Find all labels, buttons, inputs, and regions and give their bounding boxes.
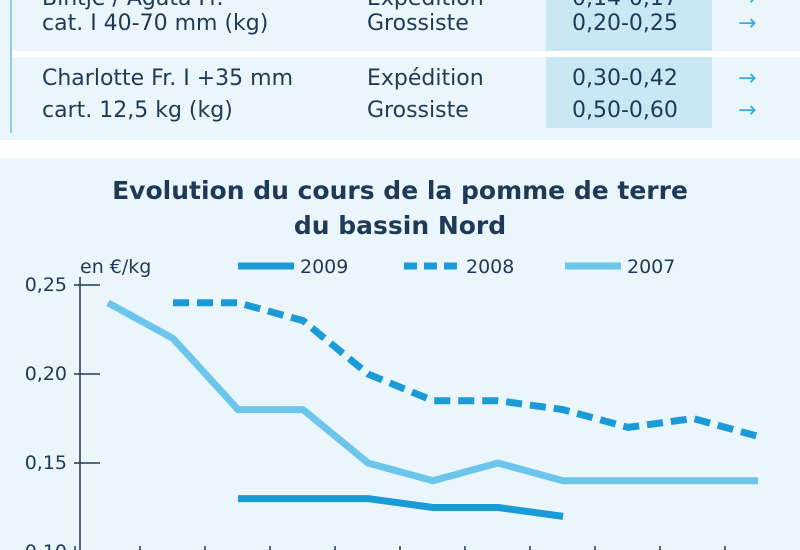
legend-label-2009: 2009 — [300, 256, 348, 278]
legend-label-2008: 2008 — [466, 256, 514, 278]
price-value: 0,20-0,25 — [572, 11, 678, 36]
price-value: 0,30-0,42 — [572, 66, 678, 91]
price-value: 0,50-0,60 — [572, 98, 678, 123]
chart-title-line-1: Evolution du cours de la pomme de terre — [112, 176, 688, 205]
stage-label: Expédition — [367, 66, 484, 91]
series-line-2008 — [173, 299, 759, 440]
row-separator — [12, 51, 800, 57]
stage-label: Grossiste — [367, 11, 469, 36]
series-line-2009 — [238, 495, 564, 520]
price-value: 0,14-0,17 — [572, 0, 678, 10]
trend-arrow-icon: → — [738, 0, 756, 10]
y-tick-label: 0,10 — [25, 541, 67, 550]
product-spec: cat. I 40-70 mm (kg) — [42, 11, 269, 36]
stage-label: Expédition — [367, 0, 484, 10]
price-column-background — [546, 0, 712, 128]
chart-title-line-2: du bassin Nord — [293, 211, 507, 240]
product-spec: cart. 12,5 kg (kg) — [42, 98, 233, 123]
series-line-2007 — [106, 299, 758, 485]
y-tick-label: 0,15 — [25, 452, 67, 474]
y-axis-label: en €/kg — [80, 256, 151, 278]
y-tick-label: 0,25 — [25, 274, 67, 296]
panel-border — [10, 0, 12, 133]
stage-label: Grossiste — [367, 98, 469, 123]
price-table: Bintje / Agata Fr. cat. I 40-70 mm (kg) … — [0, 0, 800, 140]
section-divider — [0, 140, 800, 158]
chart-panel: Evolution du cours de la pomme de terre … — [0, 158, 800, 550]
legend-label-2007: 2007 — [627, 256, 675, 278]
trend-arrow-icon: → — [738, 66, 757, 91]
product-name: Bintje / Agata Fr. — [42, 0, 224, 10]
trend-arrow-icon: → — [738, 11, 757, 36]
y-tick-label: 0,20 — [25, 363, 67, 385]
trend-arrow-icon: → — [738, 98, 757, 123]
product-name: Charlotte Fr. I +35 mm — [42, 66, 294, 91]
